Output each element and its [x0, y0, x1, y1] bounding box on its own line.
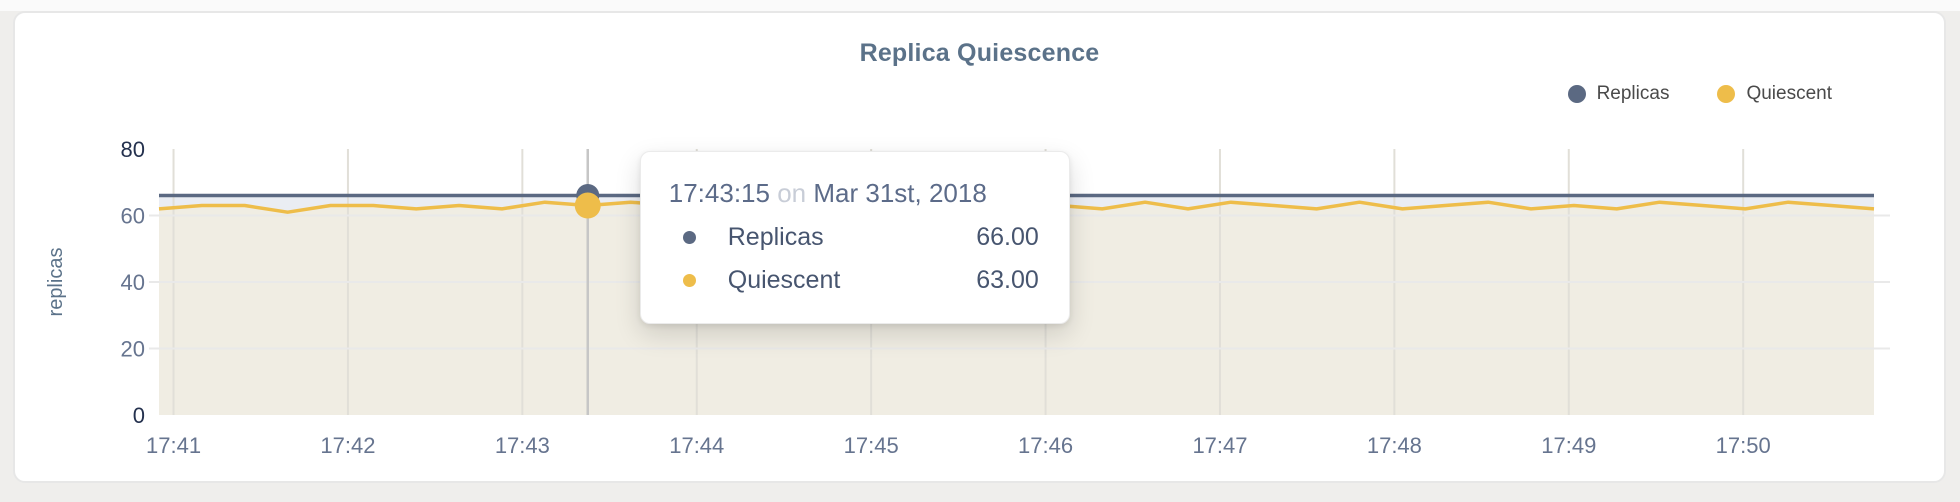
legend-item-replicas[interactable]: Replicas	[1567, 83, 1670, 105]
y-axis-tick-label: 60	[121, 204, 145, 229]
x-axis-tick-label: 17:41	[146, 433, 201, 458]
tooltip-series-name: Replicas	[727, 223, 824, 251]
chart-card: Replica Quiescence Replicas Quiescent 0 2…	[13, 11, 1946, 483]
x-axis-tick-label: 17:49	[1541, 433, 1596, 458]
y-axis-tick-label: 20	[121, 337, 145, 362]
x-axis-tick-label: 17:44	[669, 433, 724, 458]
replicas-dot-icon	[682, 231, 696, 244]
tooltip-date: Mar 31st, 2018	[813, 178, 987, 208]
tooltip-series-value: 63.00	[976, 266, 1039, 294]
x-axis-tick-label: 17:42	[320, 433, 375, 458]
tooltip-series-name: Quiescent	[727, 266, 841, 294]
tooltip-row-quiescent: Quiescent 63.00	[669, 266, 1039, 295]
quiescent-legend-dot-icon	[1717, 85, 1736, 103]
x-axis-tick-label: 17:43	[495, 433, 550, 458]
hover-tooltip: 17:43:15 on Mar 31st, 2018 Replicas 66.0…	[639, 151, 1070, 324]
y-axis-tick-label: 80	[121, 137, 145, 162]
x-axis-tick-label: 17:48	[1367, 433, 1422, 458]
legend-label-replicas: Replicas	[1596, 83, 1670, 104]
legend-item-quiescent[interactable]: Quiescent	[1717, 83, 1832, 105]
x-axis-tick-label: 17:45	[844, 433, 899, 458]
tooltip-row-replicas: Replicas 66.00	[669, 223, 1039, 252]
tooltip-conjunction: on	[777, 178, 807, 208]
quiescent-dot-icon	[682, 274, 696, 287]
hover-marker-quiescent	[574, 192, 601, 219]
tooltip-timestamp: 17:43:15 on Mar 31st, 2018	[669, 178, 1039, 209]
x-axis-tick-label: 17:46	[1018, 433, 1073, 458]
y-axis-tick-label: 40	[121, 270, 145, 295]
tooltip-time: 17:43:15	[668, 178, 770, 208]
tooltip-series-value: 66.00	[976, 223, 1039, 251]
y-axis-tick-label: 0	[133, 403, 145, 428]
chart-legend: Replicas Quiescent	[1567, 83, 1832, 105]
replicas-legend-dot-icon	[1567, 85, 1586, 103]
x-axis-tick-label: 17:50	[1716, 433, 1771, 458]
y-axis-title: replicas	[45, 248, 67, 317]
x-axis-tick-label: 17:47	[1192, 433, 1247, 458]
legend-label-quiescent: Quiescent	[1746, 83, 1832, 104]
chart-title: Replica Quiescence	[859, 39, 1100, 67]
